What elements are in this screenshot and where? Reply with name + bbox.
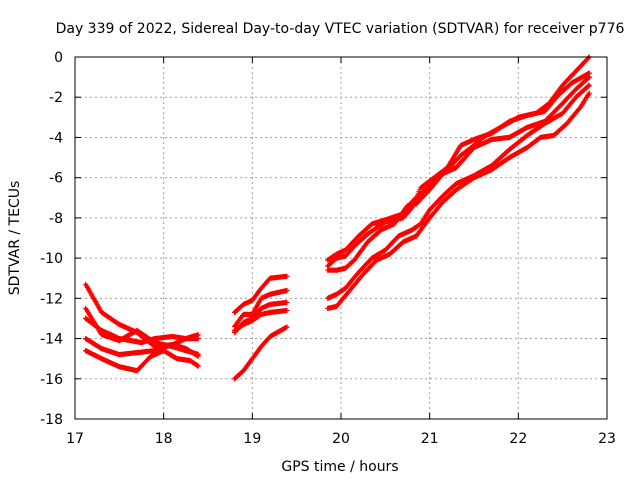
y-tick-label: -18 [40,412,63,428]
y-tick-label: -2 [49,90,63,106]
x-axis-title: GPS time / hours [281,459,398,475]
x-tick-label: 19 [243,431,261,447]
y-tick-label: -8 [49,211,63,227]
y-tick-label: -12 [40,291,63,307]
y-tick-label: -6 [49,171,63,187]
chart-title: Day 339 of 2022, Sidereal Day-to-day VTE… [56,21,625,37]
series-layer [83,54,592,382]
x-tick-label: 23 [598,431,616,447]
y-tick-label: -16 [40,372,63,388]
y-tick-label: -4 [49,130,63,146]
y-tick-label: -10 [40,251,63,267]
plot-frame [74,56,608,420]
x-tick-label: 20 [332,431,350,447]
x-tick-label: 22 [509,431,527,447]
x-tick-label: 18 [155,431,173,447]
y-axis-title: SDTVAR / TECUs [7,181,23,296]
x-tick-label: 21 [421,431,439,447]
y-tick-label: 0 [54,50,63,66]
series-track-4-points [83,82,592,359]
grid-lines [75,57,607,419]
x-tick-label: 17 [66,431,84,447]
series-track-5-points [83,90,592,382]
y-tick-label: -14 [40,332,63,348]
series-track-1-points [83,54,592,346]
axis-ticks: 17 18 19 20 21 22 23 0 -2 -4 -6 -8 -10 -12 -14 -16 -18 [40,50,616,447]
